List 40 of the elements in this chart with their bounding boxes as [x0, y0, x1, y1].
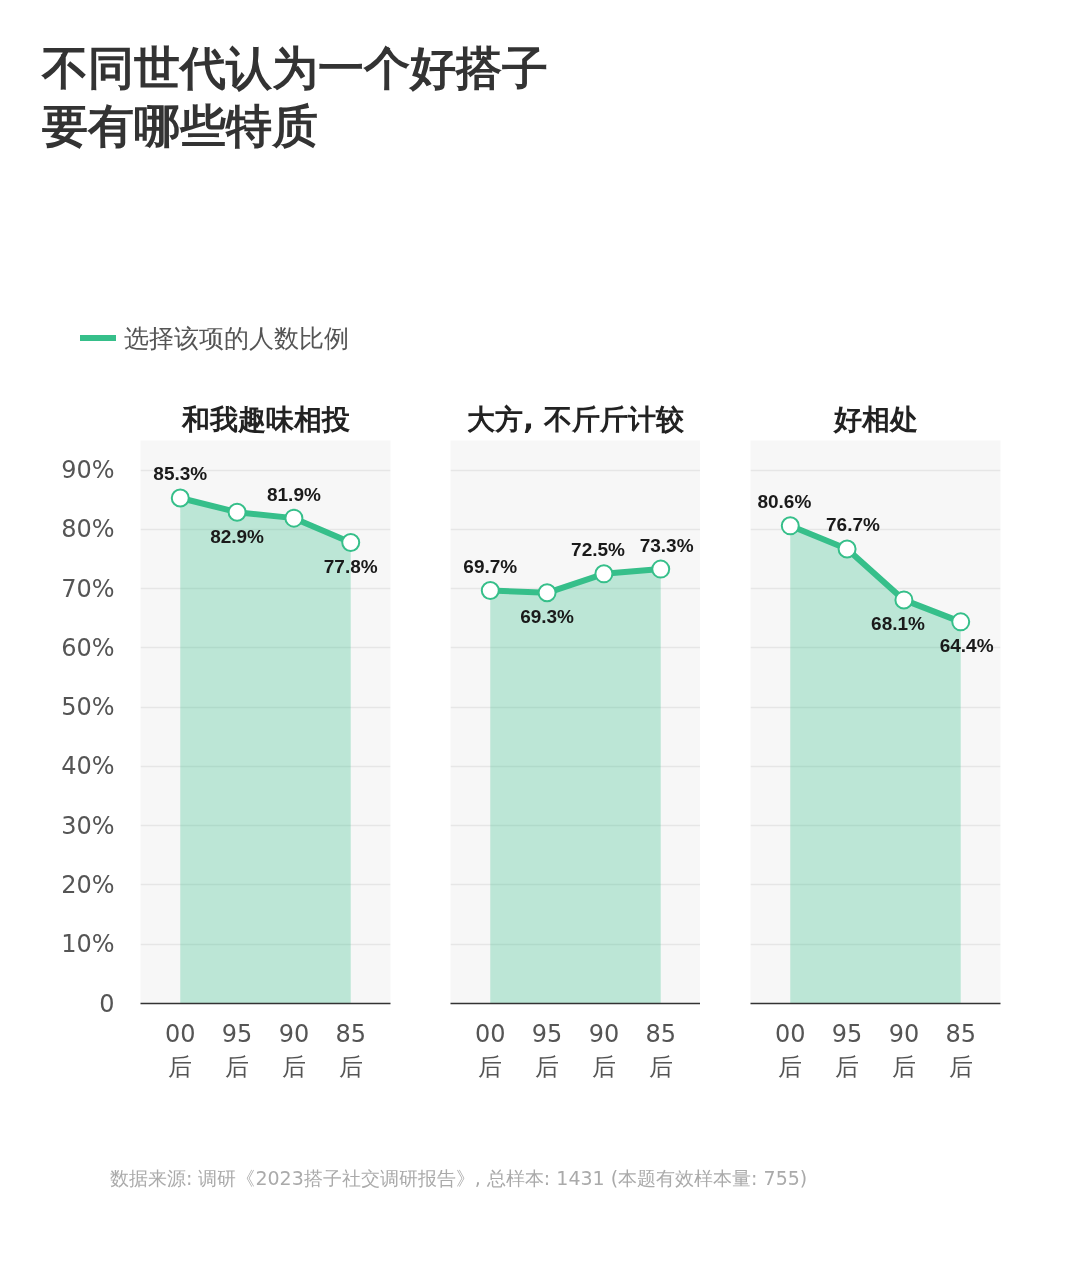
chart-title: 好相处	[832, 402, 918, 436]
x-tick-label: 95后	[221, 1019, 253, 1082]
x-tick-label: 90后	[888, 1019, 920, 1082]
x-tick-label: 90后	[278, 1019, 310, 1082]
data-label: 69.7%	[463, 555, 518, 577]
y-tick-label: 70%	[61, 574, 115, 603]
data-label: 85.3%	[153, 463, 208, 485]
y-tick-label: 30%	[61, 811, 115, 840]
data-label: 72.5%	[571, 539, 626, 561]
x-tick-label: 85后	[335, 1019, 366, 1082]
x-tick-label: 00后	[775, 1019, 806, 1082]
x-tick-label: 95后	[831, 1019, 863, 1082]
data-label: 73.3%	[639, 534, 694, 556]
x-tick-label: 85后	[945, 1019, 976, 1082]
y-tick-label: 60%	[61, 633, 115, 662]
data-label: 80.6%	[757, 491, 812, 513]
y-tick-label: 50%	[61, 693, 115, 722]
y-tick-label: 40%	[61, 752, 115, 781]
data-label: 81.9%	[266, 483, 321, 505]
y-tick-label: 0	[99, 989, 115, 1018]
text: 不同世代认为一个好搭子要有哪些特质	[42, 40, 549, 155]
x-tick-label: 90后	[588, 1019, 620, 1082]
chart-title: 大方, 不斤斤计较	[467, 402, 685, 436]
source-note: 数据来源: 调研《2023搭子社交调研报告》, 总样本: 1431 (本题有效样本量: 755)	[110, 1166, 808, 1191]
legend-label: 选择该项的人数比例	[124, 322, 349, 354]
x-tick-label: 95后	[531, 1019, 563, 1082]
data-label: 69.3%	[520, 606, 575, 628]
y-tick-label: 10%	[61, 930, 115, 959]
y-tick-label: 90%	[61, 456, 115, 485]
data-label: 76.7%	[826, 514, 881, 536]
x-tick-label: 00后	[165, 1019, 196, 1082]
chart-title: 和我趣味相投	[180, 402, 350, 436]
data-label: 64.4%	[939, 635, 994, 657]
x-tick-label: 00后	[475, 1019, 506, 1082]
data-label: 77.8%	[323, 555, 378, 577]
data-label: 82.9%	[210, 525, 265, 547]
data-label: 68.1%	[871, 613, 926, 635]
y-tick-label: 20%	[61, 870, 115, 899]
y-tick-label: 80%	[61, 515, 115, 544]
x-tick-label: 85后	[645, 1019, 676, 1082]
